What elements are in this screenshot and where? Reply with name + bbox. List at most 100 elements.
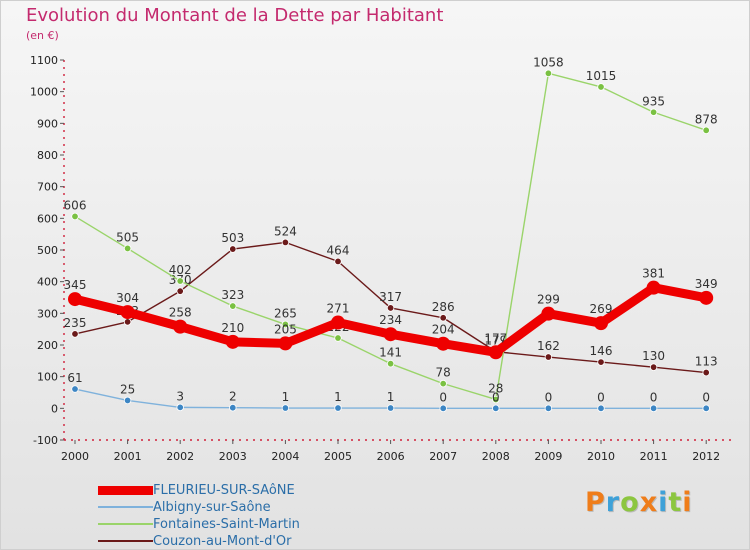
- data-point: [386, 404, 395, 412]
- data-label: 25: [120, 382, 135, 396]
- legend-label: Albigny-sur-Saône: [153, 500, 271, 515]
- data-point: [594, 316, 608, 331]
- data-point: [334, 257, 342, 266]
- data-point: [649, 108, 658, 116]
- data-point: [68, 292, 82, 307]
- chart-title: Evolution du Montant de la Dette par Hab…: [26, 5, 444, 26]
- data-point: [544, 404, 553, 413]
- data-point: [702, 126, 710, 134]
- data-point: [71, 330, 79, 338]
- y-tick-label: 0: [51, 402, 58, 415]
- series-fontaines-saint-martin: 606505402323265222141782810581015935878: [64, 55, 718, 404]
- data-point: [331, 315, 345, 330]
- x-tick-label: 2012: [692, 450, 720, 463]
- data-label: 505: [116, 230, 139, 244]
- data-label: 345: [64, 278, 87, 292]
- data-label: 323: [221, 288, 244, 302]
- x-tick-label: 2006: [377, 450, 405, 463]
- x-tick-label: 2002: [166, 450, 194, 463]
- x-tick-label: 2007: [429, 450, 457, 463]
- x-tick-label: 2003: [219, 450, 247, 463]
- y-tick-label: 800: [37, 149, 58, 162]
- data-point: [436, 336, 451, 351]
- logo-letter: t: [668, 487, 683, 518]
- data-point: [71, 385, 79, 393]
- data-label: 0: [545, 390, 553, 404]
- y-tick-label: 700: [37, 181, 58, 194]
- data-label: 1015: [586, 69, 617, 83]
- y-tick-label: -100: [33, 434, 58, 447]
- x-tick-label: 2009: [534, 450, 562, 463]
- data-point: [123, 396, 132, 405]
- x-tick-label: 2008: [482, 450, 510, 463]
- data-point: [386, 304, 395, 312]
- data-point: [229, 404, 237, 412]
- chart-subtitle: (en €): [26, 29, 59, 42]
- data-point: [439, 404, 447, 413]
- data-point: [225, 334, 240, 349]
- data-label: 349: [695, 277, 718, 291]
- data-point: [702, 404, 710, 413]
- data-point: [120, 305, 135, 320]
- data-point: [439, 314, 447, 322]
- data-label: 265: [274, 306, 297, 320]
- data-point: [597, 358, 605, 366]
- data-point: [278, 336, 293, 351]
- data-point: [597, 83, 605, 91]
- data-point: [123, 244, 132, 253]
- legend-swatch: [98, 506, 153, 508]
- legend-swatch: [98, 523, 153, 525]
- data-label: 524: [274, 224, 297, 238]
- data-point: [541, 306, 556, 321]
- data-label: 78: [436, 366, 451, 380]
- data-label: 317: [379, 290, 402, 304]
- data-point: [229, 245, 237, 253]
- logo-letter: P: [585, 487, 606, 518]
- data-label: 177: [484, 331, 507, 345]
- data-point: [176, 403, 184, 412]
- data-label: 204: [432, 323, 455, 337]
- y-tick-label: 500: [37, 244, 58, 257]
- data-label: 606: [64, 198, 87, 212]
- y-tick-label: 600: [37, 212, 58, 225]
- data-label: 878: [695, 112, 718, 126]
- data-label: 271: [327, 302, 350, 316]
- data-label: 0: [439, 390, 447, 404]
- series-fleurieu-sur-sa-ne: 345 304 258 210 205 271 234 204 177 299 269 381 349: [64, 267, 718, 360]
- x-tick-label: 2010: [587, 450, 615, 463]
- data-label: 286: [432, 300, 455, 314]
- series-albigny-sur-sa-ne: 61 25 3 2 1 1 1 0 0 0 0 0 0: [67, 371, 710, 413]
- data-label: 146: [590, 344, 613, 358]
- data-label: 381: [642, 267, 665, 281]
- logo-letter: r: [605, 487, 621, 518]
- data-point: [173, 319, 188, 334]
- data-label: 935: [642, 94, 665, 108]
- data-label: 235: [64, 316, 87, 330]
- data-point: [334, 334, 342, 342]
- data-label: 141: [379, 346, 402, 360]
- data-label: 269: [590, 302, 613, 316]
- data-label: 1: [334, 390, 342, 404]
- data-point: [649, 363, 658, 371]
- logo-letter: i: [682, 487, 693, 518]
- legend-swatch: [98, 485, 153, 495]
- data-label: 2: [229, 390, 237, 404]
- data-point: [281, 404, 290, 412]
- y-tick-label: 400: [37, 276, 58, 289]
- legend-label: Couzon-au-Mont-d'Or: [153, 534, 292, 549]
- data-label: 0: [597, 390, 605, 404]
- data-label: 304: [116, 291, 139, 305]
- data-point: [123, 318, 132, 326]
- data-point: [383, 327, 398, 342]
- data-label: 503: [221, 231, 244, 245]
- data-point: [439, 379, 447, 388]
- x-tick-label: 2005: [324, 450, 352, 463]
- legend-label: Fontaines-Saint-Martin: [153, 517, 300, 532]
- data-label: 1: [282, 390, 290, 404]
- data-point: [281, 238, 290, 247]
- data-label: 113: [695, 355, 718, 369]
- data-point: [702, 368, 710, 377]
- data-label: 1: [387, 390, 395, 404]
- data-point: [176, 277, 184, 285]
